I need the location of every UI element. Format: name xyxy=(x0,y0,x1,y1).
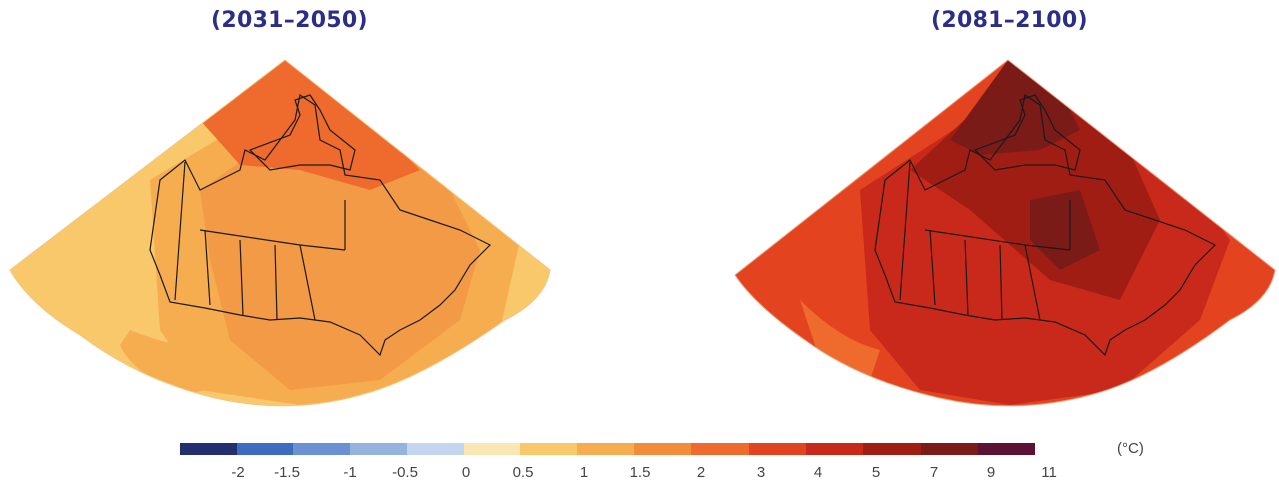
colorbar-segment xyxy=(634,443,691,455)
canada-outline-left xyxy=(149,94,492,357)
colorbar-unit: (°C) xyxy=(1117,440,1144,457)
colorbar-tick-label: -1 xyxy=(343,464,357,481)
colorbar-tick-label: -1.5 xyxy=(274,464,300,481)
colorbar-tick-label: 1.5 xyxy=(629,464,651,481)
colorbar-segment xyxy=(978,443,1035,455)
colorbar-segment xyxy=(464,443,520,455)
colorbar-tick-label: 1 xyxy=(579,464,589,481)
colorbar-tick-label: 9 xyxy=(986,464,996,481)
colorbar-tick-label: -2 xyxy=(231,464,245,481)
colorbar-segment xyxy=(350,443,407,455)
colorbar-tick-label: 3 xyxy=(756,464,766,481)
colorbar xyxy=(180,443,1035,455)
panel-title-2031-2050: (2031–2050) xyxy=(211,8,368,33)
colorbar-segment xyxy=(691,443,749,455)
colorbar-tick-label: 7 xyxy=(929,464,939,481)
colorbar-tick-label: 2 xyxy=(696,464,706,481)
colorbar-segment xyxy=(237,443,293,455)
colorbar-tick-label: 0 xyxy=(461,464,471,481)
colorbar-segment xyxy=(921,443,978,455)
map-2031-2050 xyxy=(10,60,550,406)
colorbar-segment xyxy=(180,443,237,455)
colorbar-segment xyxy=(520,443,577,455)
projection-maps xyxy=(9,59,1276,407)
colorbar-tick-label: -0.5 xyxy=(392,464,418,481)
colorbar-segment xyxy=(806,443,863,455)
colorbar-tick-label: 0.5 xyxy=(512,464,534,481)
colorbar-tick-label: 11 xyxy=(1041,464,1057,481)
colorbar-tick-label: 5 xyxy=(871,464,881,481)
panel-title-2081-2100: (2081–2100) xyxy=(931,8,1088,33)
colorbar-segment xyxy=(407,443,464,455)
colorbar-segment xyxy=(293,443,350,455)
canada-outline-right xyxy=(874,94,1217,357)
colorbar-segment xyxy=(863,443,921,455)
colorbar-segment xyxy=(749,443,806,455)
colorbar-segment xyxy=(577,443,634,455)
colorbar-tick-label: 4 xyxy=(813,464,823,481)
